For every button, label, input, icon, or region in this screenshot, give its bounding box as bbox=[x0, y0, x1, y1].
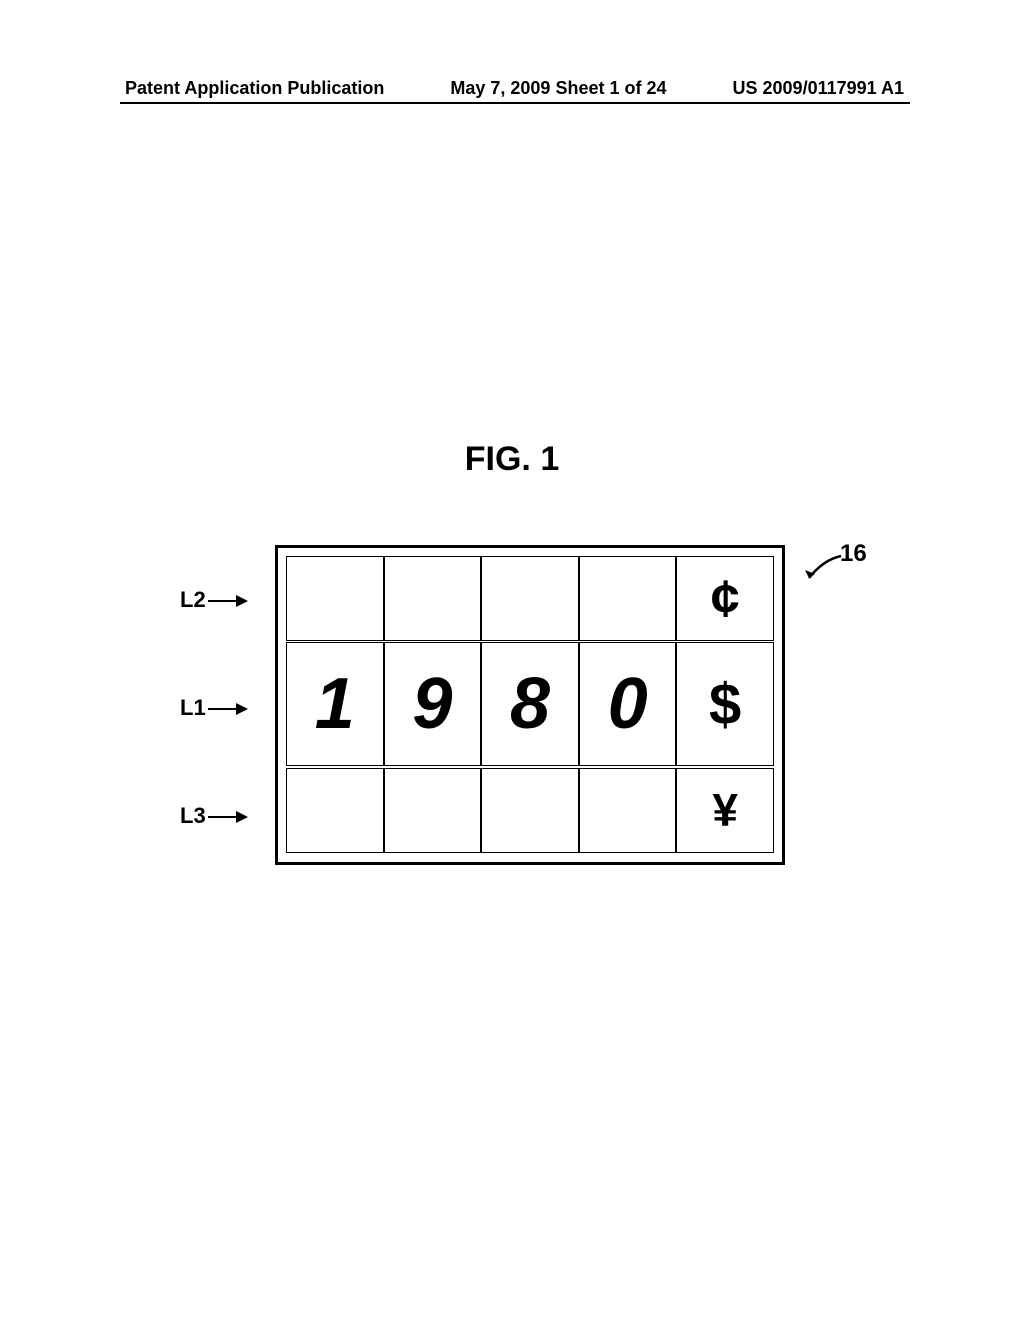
figure-diagram: L2 L1 L3 ¢ 1 9 bbox=[180, 545, 860, 885]
slot-grid: ¢ 1 9 8 0 $ ¥ bbox=[286, 556, 774, 854]
grid-cell-digit: 1 bbox=[286, 642, 384, 766]
arrow-icon bbox=[208, 803, 248, 829]
grid-cell bbox=[384, 556, 482, 641]
callout-arrow-icon bbox=[803, 554, 843, 584]
row-label-l1-text: L1 bbox=[180, 695, 206, 721]
grid-cell-digit: 8 bbox=[481, 642, 579, 766]
header-rule bbox=[120, 102, 910, 104]
page: Patent Application Publication May 7, 20… bbox=[0, 0, 1024, 1320]
arrow-icon bbox=[208, 695, 248, 721]
grid-cell bbox=[481, 556, 579, 641]
grid-cell bbox=[579, 556, 677, 641]
header-left: Patent Application Publication bbox=[125, 78, 384, 99]
grid-cell bbox=[286, 768, 384, 853]
row-label-l1: L1 bbox=[180, 695, 250, 721]
grid-cell bbox=[286, 556, 384, 641]
page-header: Patent Application Publication May 7, 20… bbox=[0, 78, 1024, 99]
callout-16: 16 bbox=[795, 540, 885, 600]
grid-cell-yen-symbol: ¥ bbox=[676, 768, 774, 853]
row-label-l3: L3 bbox=[180, 803, 250, 829]
grid-cell-digit: 9 bbox=[384, 642, 482, 766]
row-label-l2-text: L2 bbox=[180, 587, 206, 613]
grid-cell-digit: 0 bbox=[579, 642, 677, 766]
slot-grid-frame: ¢ 1 9 8 0 $ ¥ bbox=[275, 545, 785, 865]
header-right: US 2009/0117991 A1 bbox=[733, 78, 904, 99]
header-center: May 7, 2009 Sheet 1 of 24 bbox=[450, 78, 666, 99]
grid-cell bbox=[384, 768, 482, 853]
grid-cell bbox=[579, 768, 677, 853]
figure-title: FIG. 1 bbox=[0, 440, 1024, 479]
callout-number: 16 bbox=[840, 540, 867, 568]
grid-cell bbox=[481, 768, 579, 853]
arrow-icon bbox=[208, 587, 248, 613]
grid-cell-dollar-symbol: $ bbox=[676, 642, 774, 766]
row-label-l3-text: L3 bbox=[180, 803, 206, 829]
row-label-l2: L2 bbox=[180, 587, 250, 613]
grid-cell-cent-symbol: ¢ bbox=[676, 556, 774, 641]
